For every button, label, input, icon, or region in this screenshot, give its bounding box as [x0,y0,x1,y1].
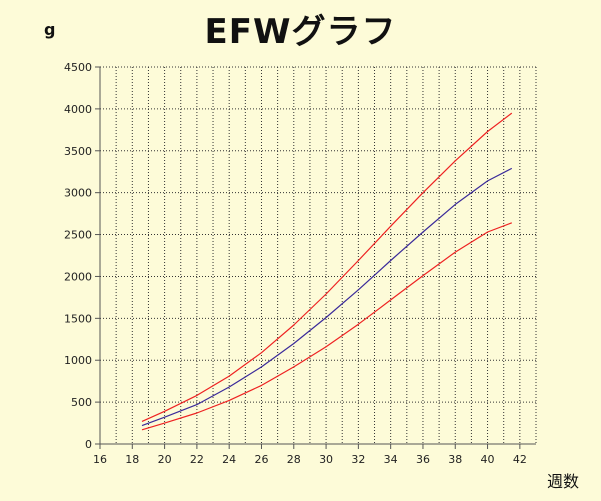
y-tick-label: 4000 [64,103,92,116]
y-tick-label: 1000 [64,354,92,367]
x-tick-label: 36 [416,453,430,466]
x-tick-label: 40 [481,453,495,466]
series-line-2 [141,167,513,427]
y-tick-label: 1500 [64,312,92,325]
x-tick-label: 30 [319,453,333,466]
x-tick-label: 26 [254,453,268,466]
x-tick-label: 24 [222,453,236,466]
grid [99,66,537,444]
y-tick-label: 2500 [64,229,92,242]
x-tick-label: 32 [351,453,365,466]
chart-title: EFWグラフ [204,12,397,52]
tick-labels: 0 500 1000 1500 2000 2500 3000 3500 4000 4500 16 18… [64,61,527,466]
x-tick-label: 38 [448,453,462,466]
x-tick-label: 22 [190,453,204,466]
y-tick-label: 4500 [64,61,92,74]
x-tick-label: 34 [384,453,398,466]
series-lines [141,112,513,431]
y-tick-label: 0 [85,438,92,451]
y-tick-label: 500 [71,396,92,409]
series-line-3 [141,222,513,431]
x-tick-label: 18 [125,453,139,466]
y-tick-label: 2000 [64,270,92,283]
x-tick-label: 20 [158,453,172,466]
x-axis-label: 週数 [547,472,580,491]
x-tick-label: 16 [93,453,107,466]
y-tick-label: 3000 [64,187,92,200]
y-axis-label: g [44,20,56,39]
axes [95,66,536,449]
y-tick-label: 3500 [64,145,92,158]
series-line-1 [141,112,513,422]
x-tick-label: 42 [513,453,527,466]
x-tick-label: 28 [287,453,301,466]
